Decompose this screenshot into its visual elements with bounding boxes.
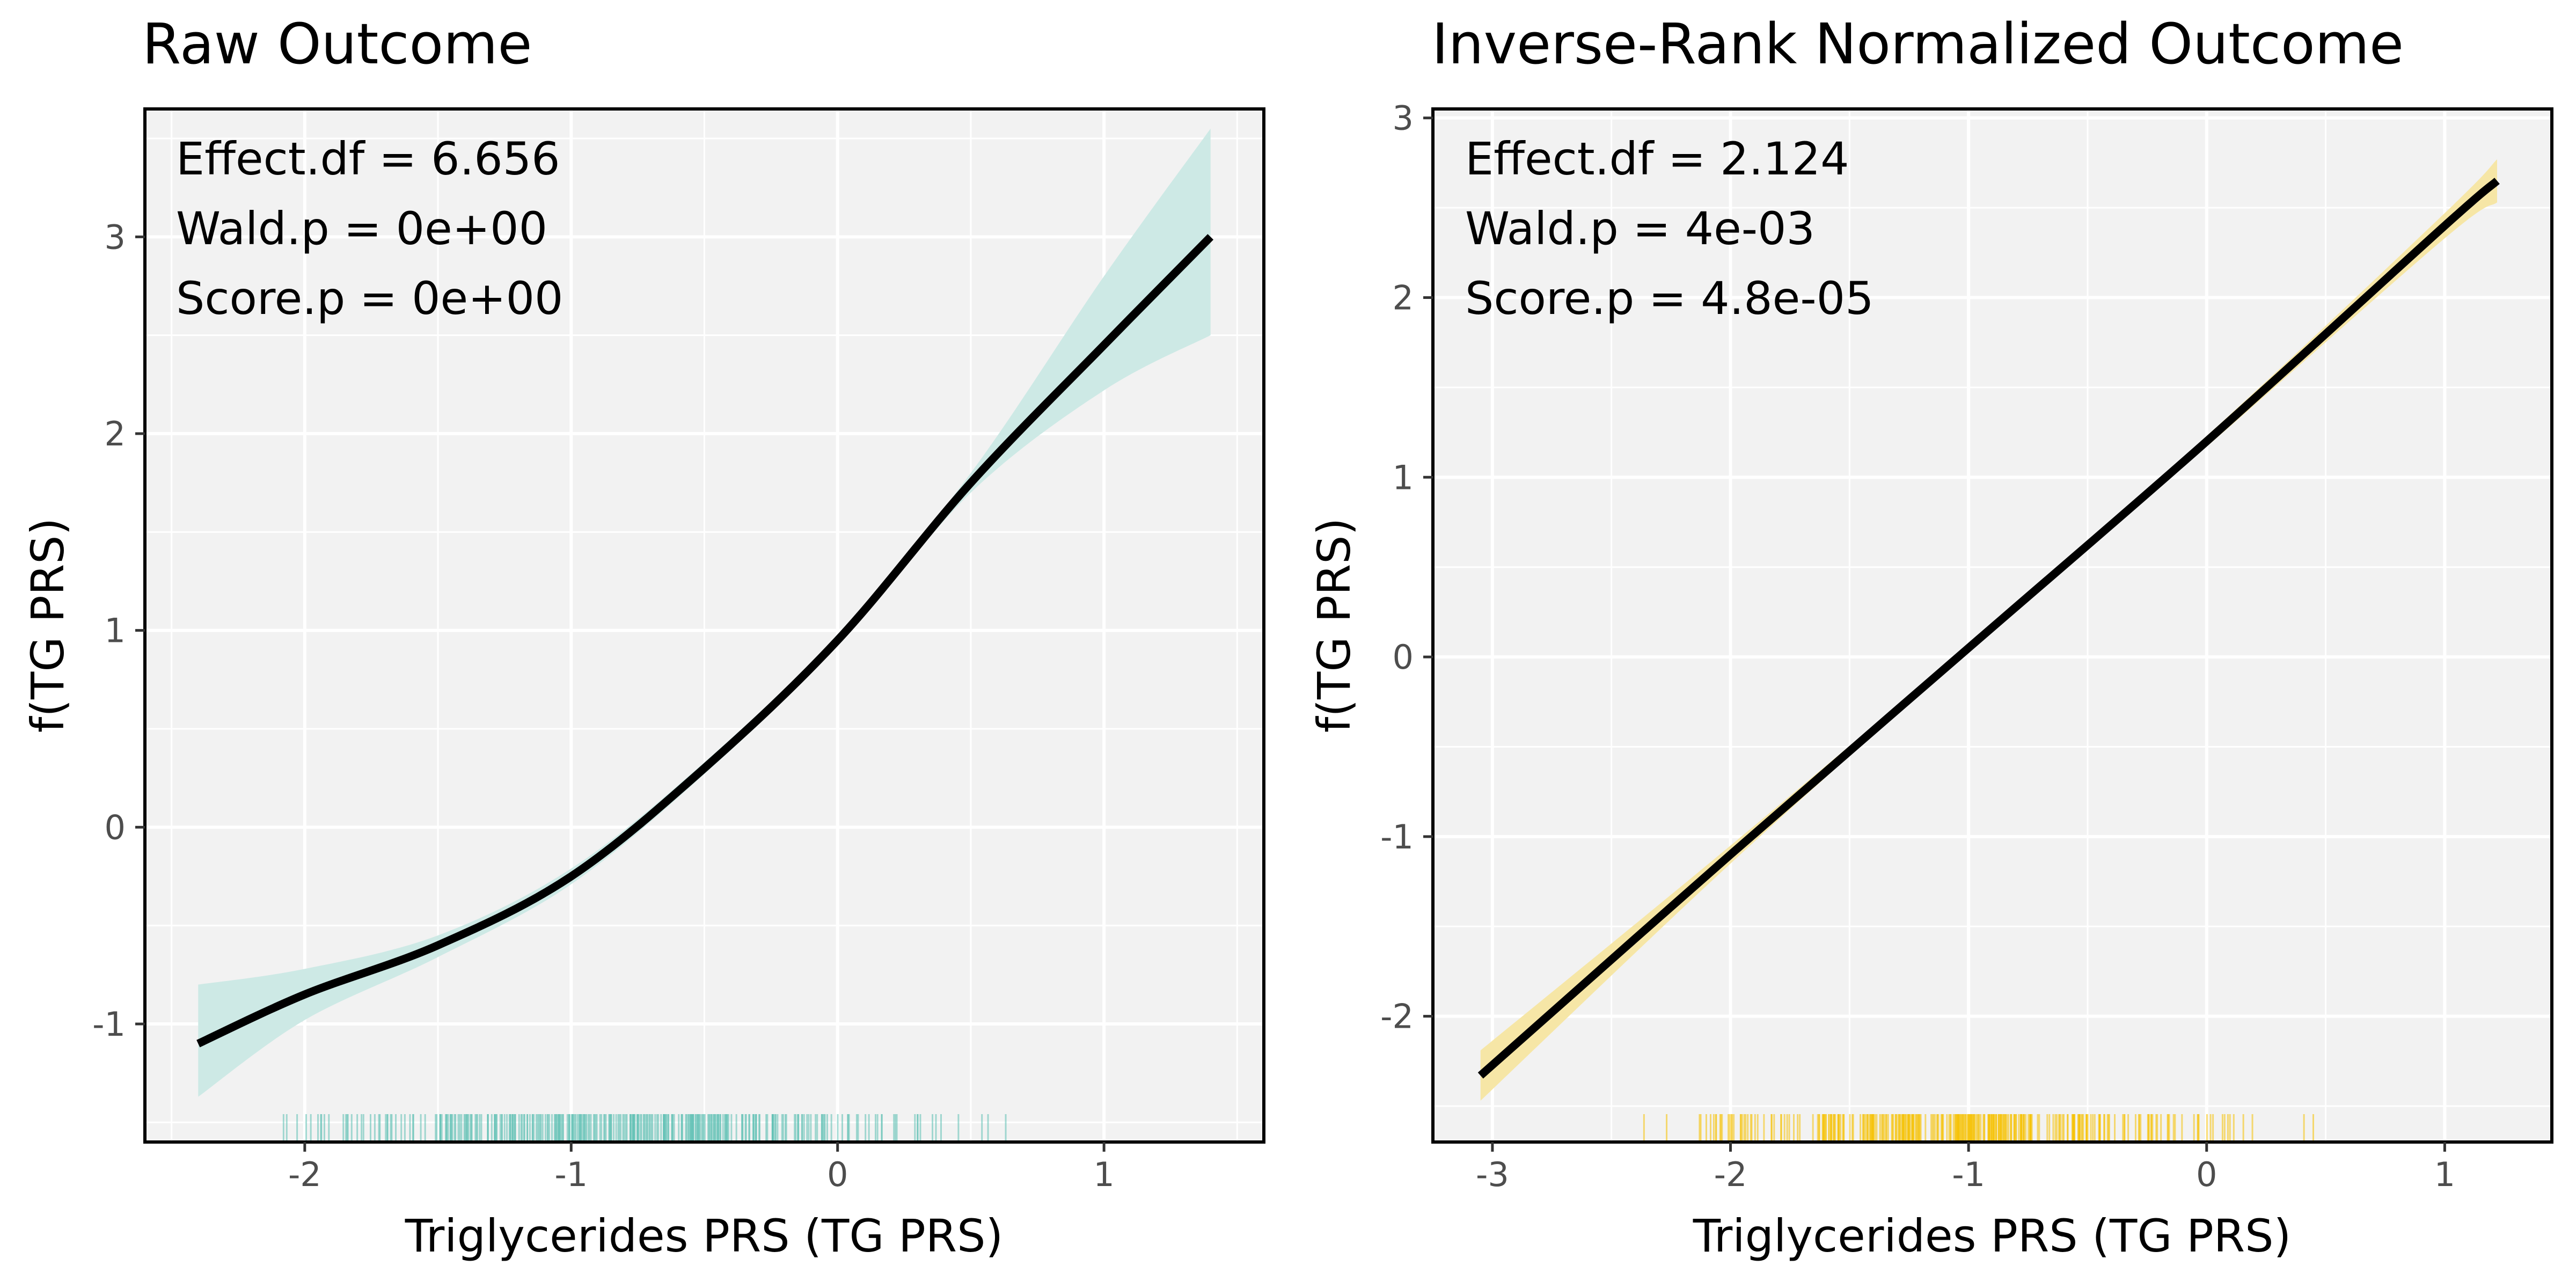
y-tick-label: 1 [105, 611, 126, 650]
x-tick-label: -1 [554, 1155, 588, 1194]
annotation-effect-df: Effect.df = 6.656 [176, 133, 560, 185]
x-tick-label: 1 [2434, 1155, 2455, 1194]
annotation-wald-p: Wald.p = 0e+00 [176, 202, 547, 255]
plot-border [143, 107, 1265, 1144]
y-tick-label: 2 [1393, 279, 1414, 318]
panel-raw-outcome: Raw Outcome -2 -1 0 1 -1 0 1 2 3 Effect.df = 6.6… [21, 11, 1265, 1262]
x-tick-label: -2 [288, 1155, 321, 1194]
rug-marks [1643, 1114, 2314, 1142]
x-tick-label: -2 [1714, 1155, 1747, 1194]
y-axis-label: f(TG PRS) [1308, 518, 1360, 733]
y-tick-label: -1 [92, 1005, 126, 1044]
x-tick-label: 0 [2196, 1155, 2217, 1194]
y-tick-label: -1 [1380, 817, 1414, 857]
chart-title: Raw Outcome [142, 11, 532, 77]
annotation-score-p: Score.p = 4.8e-05 [1465, 272, 1874, 325]
rug-marks [282, 1114, 1007, 1142]
y-tick-label: 0 [1393, 638, 1414, 677]
plot-border [1431, 107, 2553, 1144]
grid-lines [1433, 109, 2552, 1142]
fit-line [196, 234, 1214, 1048]
x-tick-label: 0 [827, 1155, 848, 1194]
axis-ticks: -2 -1 0 1 -1 0 1 2 3 [92, 217, 1115, 1194]
y-tick-label: -2 [1380, 997, 1414, 1036]
annotation-wald-p: Wald.p = 4e-03 [1465, 202, 1815, 255]
smooth-line [196, 234, 1214, 1048]
y-axis-label: f(TG PRS) [21, 518, 74, 733]
panel-inverse-rank-normalized: Inverse-Rank Normalized Outcome -3 -2 -1 0 1… [1308, 11, 2553, 1262]
annotation-effect-df: Effect.df = 2.124 [1465, 133, 1849, 185]
x-tick-label: 1 [1093, 1155, 1114, 1194]
smooth-line [1477, 178, 2500, 1079]
y-tick-label: 3 [1393, 99, 1414, 138]
x-axis-label: Triglycerides PRS (TG PRS) [1693, 1210, 2291, 1262]
y-tick-label: 2 [105, 414, 126, 453]
annotation-score-p: Score.p = 0e+00 [176, 272, 563, 325]
y-tick-label: 3 [105, 217, 126, 257]
y-tick-label: 0 [105, 808, 126, 847]
x-tick-label: -3 [1476, 1155, 1509, 1194]
axis-ticks: -3 -2 -1 0 1 -2 -1 0 1 2 3 [1380, 99, 2455, 1194]
chart-title: Inverse-Rank Normalized Outcome [1432, 11, 2404, 77]
x-tick-label: -1 [1952, 1155, 1985, 1194]
fit-line [1477, 178, 2500, 1079]
y-tick-label: 1 [1393, 458, 1414, 497]
x-axis-label: Triglycerides PRS (TG PRS) [405, 1210, 1003, 1262]
